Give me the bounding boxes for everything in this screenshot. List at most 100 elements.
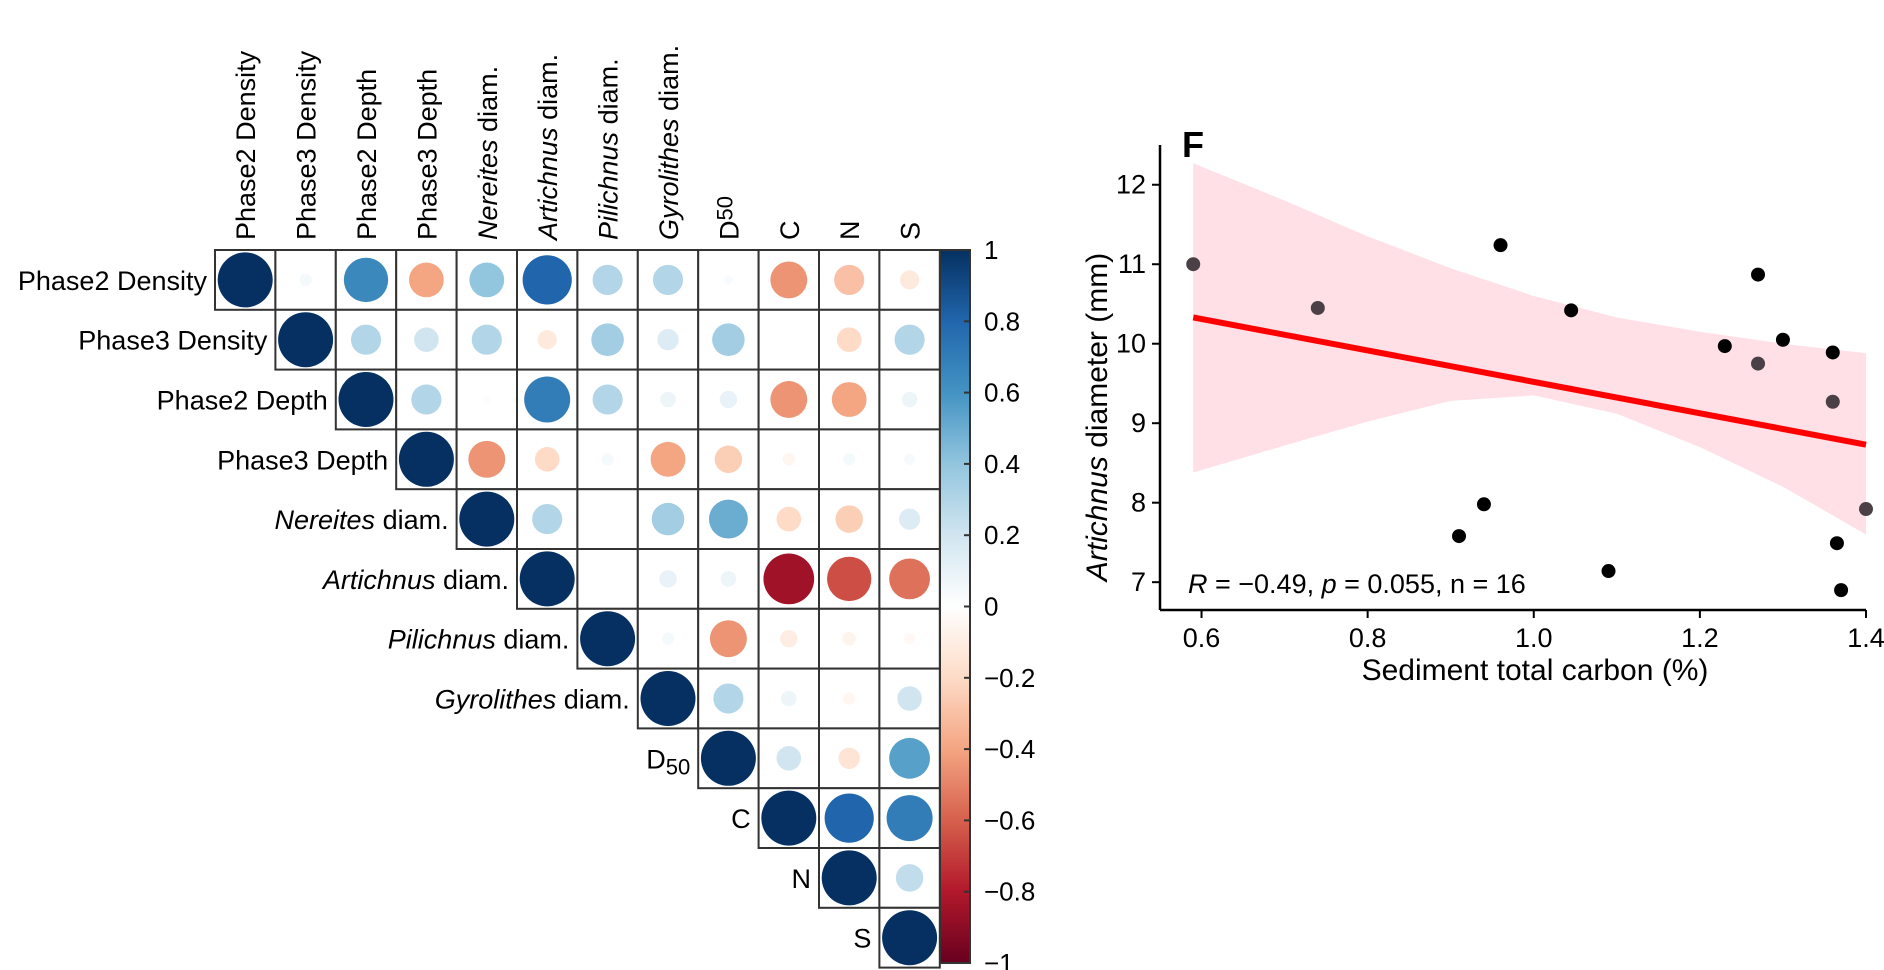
corr-circle — [482, 395, 491, 404]
correlation-cells — [214, 249, 941, 969]
corr-circle — [889, 737, 930, 779]
corr-circle — [835, 505, 863, 533]
data-point — [1751, 267, 1766, 282]
corr-circle — [338, 372, 394, 427]
corr-circle — [414, 327, 439, 352]
data-point — [1775, 332, 1790, 347]
corr-circle — [534, 447, 560, 472]
corr-circle — [900, 270, 920, 290]
corr-circle — [776, 746, 802, 771]
corr-circle — [898, 508, 921, 530]
corr-cell — [757, 308, 820, 371]
corr-circle — [780, 630, 798, 648]
row-label: Phase2 Density — [18, 266, 208, 296]
data-point — [1601, 564, 1616, 579]
confidence-band — [1193, 163, 1866, 535]
corr-circle — [843, 453, 856, 466]
column-label: D50 — [712, 196, 744, 240]
data-point — [1452, 529, 1467, 544]
corr-cell — [878, 308, 941, 371]
corr-circle — [580, 611, 636, 667]
row-label: S — [853, 924, 871, 954]
x-tick-label: 0.8 — [1349, 623, 1387, 653]
column-label: Pilichnus diam. — [594, 58, 624, 240]
corr-circle — [821, 850, 877, 906]
corr-circle — [719, 390, 738, 409]
data-point — [1859, 502, 1873, 517]
x-tick-label: 1.4 — [1847, 623, 1884, 653]
stats-annotation: R = −0.49, p = 0.055, n = 16 — [1188, 569, 1526, 599]
row-label: N — [792, 864, 812, 894]
data-point — [1186, 257, 1201, 272]
data-point — [1751, 356, 1766, 371]
data-point — [1310, 300, 1325, 315]
corr-circle — [519, 551, 575, 607]
corr-circle — [409, 262, 444, 298]
colorbar-tick-label: 0.4 — [984, 449, 1020, 479]
corr-circle — [468, 440, 506, 478]
corr-circle — [343, 257, 389, 303]
regression-line — [1192, 314, 1867, 448]
corr-circle — [895, 864, 924, 892]
corr-circle — [398, 431, 454, 487]
colorbar-tick-label: 1 — [984, 235, 998, 265]
column-label: Phase2 Depth — [352, 69, 382, 240]
corr-circle — [471, 324, 502, 355]
x-tick-label: 1.2 — [1681, 623, 1719, 653]
corr-circle — [299, 273, 312, 287]
corr-circle — [709, 620, 747, 658]
data-point — [1717, 339, 1732, 354]
y-tick-label: 12 — [1116, 170, 1146, 200]
colorbar-tick-label: 0.2 — [984, 520, 1020, 550]
panel-label: F — [1182, 124, 1204, 165]
confidence-band-area — [1193, 163, 1866, 535]
corr-circle — [350, 324, 382, 355]
corr-circle — [834, 264, 865, 295]
corr-circle — [904, 453, 916, 465]
corr-circle — [770, 261, 808, 299]
row-label: C — [731, 804, 751, 834]
corr-circle — [838, 747, 860, 769]
corr-circle — [524, 376, 571, 423]
row-label: Nereites diam. — [275, 505, 449, 535]
y-tick-label: 9 — [1131, 408, 1146, 438]
corr-circle — [659, 570, 677, 588]
corr-cell — [334, 308, 398, 371]
corr-circle — [904, 633, 916, 645]
corr-circle — [592, 264, 623, 295]
data-point — [1829, 536, 1844, 551]
x-tick-label: 0.6 — [1183, 623, 1221, 653]
row-label: Gyrolithes diam. — [435, 685, 630, 715]
corr-circle — [708, 499, 748, 539]
corr-circle — [640, 671, 696, 726]
data-point — [1564, 303, 1579, 318]
corr-circle — [700, 730, 756, 786]
row-label: Phase3 Depth — [217, 445, 388, 475]
colorbar-tick-label: 0.8 — [984, 306, 1020, 336]
corr-cell — [636, 249, 700, 311]
corr-circle — [836, 327, 862, 352]
corr-circle — [831, 382, 867, 417]
data-point — [1834, 583, 1849, 598]
colorbar-tick-label: −0.2 — [984, 663, 1035, 693]
corr-circle — [650, 441, 686, 477]
corr-circle — [469, 262, 505, 298]
corr-circle — [714, 445, 743, 474]
x-axis-label: Sediment total carbon (%) — [1362, 654, 1709, 687]
corr-circle — [761, 790, 817, 846]
row-label: Pilichnus diam. — [388, 625, 570, 655]
corr-circle — [217, 252, 273, 308]
corr-circle — [537, 330, 557, 350]
corr-circle — [592, 384, 623, 415]
corr-circle — [651, 502, 685, 536]
corr-circle — [776, 506, 802, 532]
corr-circle — [459, 491, 515, 547]
regression-line-path — [1192, 314, 1867, 448]
row-label: D50 — [646, 744, 690, 779]
column-label: Gyrolithes diam. — [654, 45, 684, 240]
corr-circle — [278, 312, 334, 368]
row-label: Phase2 Depth — [157, 386, 328, 416]
scatter-axes: 0.6 0.8 1.0 1.2 1.4 7 8 9 10 11 12 — [1116, 145, 1884, 653]
colorbar-tick-label: 0.6 — [984, 378, 1020, 408]
corr-circle — [657, 329, 679, 351]
